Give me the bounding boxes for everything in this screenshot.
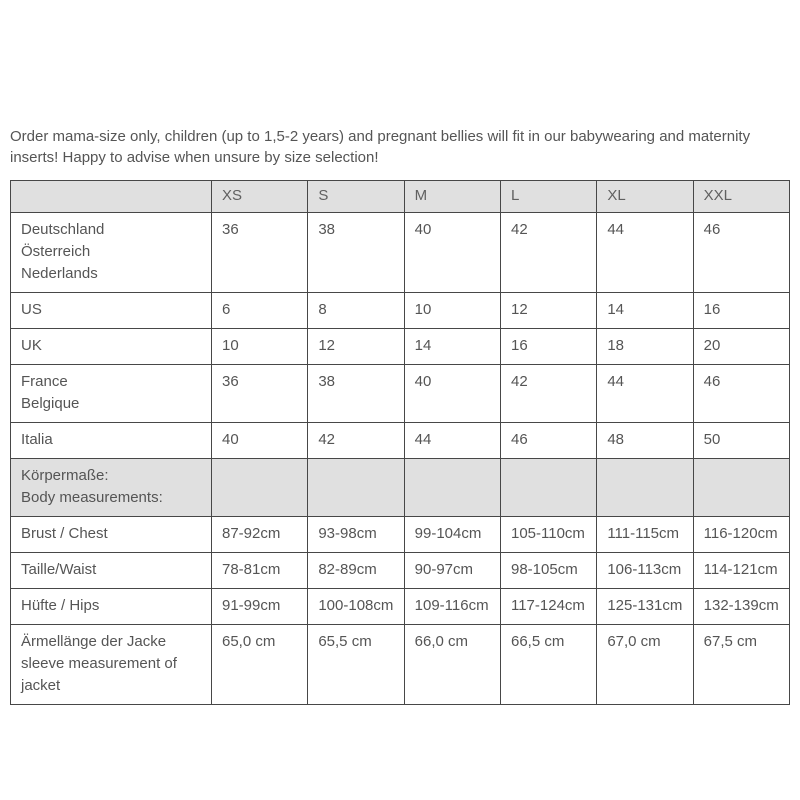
cell-value: 38 [307, 364, 405, 423]
table-row: Taille/Waist 78-81cm 82-89cm 90-97cm 98-105c… [10, 552, 791, 589]
cell-value: 42 [499, 212, 598, 293]
size-table-header-row: XS S M L XL XXL [10, 180, 791, 213]
cell-value: 114-121cm [692, 552, 791, 589]
cell-value: 18 [596, 328, 694, 365]
cell-value: 116-120cm [692, 516, 791, 553]
intro-text: Order mama-size only, children (up to 1,… [10, 128, 751, 166]
cell-value: 117-124cm [499, 588, 598, 625]
cell-value: 36 [210, 212, 309, 293]
section-row: Körpermaße: Body measurements: [10, 458, 791, 517]
table-row: France Belgique 36 38 40 42 44 46 [10, 364, 791, 423]
table-row: Ärmellänge der Jacke sleeve measurement o… [10, 624, 791, 705]
column-header: L [499, 180, 598, 213]
size-chart-table: XS S M L XL XXL Deutschland Österreich Nederlan… [10, 180, 791, 705]
cell-value: 109-116cm [403, 588, 501, 625]
cell-value: 38 [307, 212, 405, 293]
cell-value: 46 [499, 422, 598, 459]
cell-value: 44 [596, 212, 694, 293]
row-label: Hüfte / Hips [10, 588, 212, 625]
cell-value: 87-92cm [210, 516, 309, 553]
cell-value [403, 458, 501, 517]
table-row: Hüfte / Hips 91-99cm 100-108cm 109-116cm 117… [10, 588, 791, 625]
cell-value [307, 458, 405, 517]
cell-value: 90-97cm [403, 552, 501, 589]
cell-value: 14 [596, 292, 694, 329]
table-row: Deutschland Österreich Nederlands 36 38 40 42 4… [10, 212, 791, 293]
column-header: XS [210, 180, 309, 213]
column-header: XXL [692, 180, 791, 213]
row-label: UK [10, 328, 212, 365]
cell-value: 98-105cm [499, 552, 598, 589]
cell-value: 16 [499, 328, 598, 365]
table-row: Brust / Chest 87-92cm 93-98cm 99-104cm 105-1… [10, 516, 791, 553]
cell-value [499, 458, 598, 517]
cell-value: 106-113cm [596, 552, 694, 589]
cell-value: 67,0 cm [596, 624, 694, 705]
row-label: Ärmellänge der Jacke sleeve measurement o… [10, 624, 212, 705]
cell-value: 42 [307, 422, 405, 459]
column-header: XL [596, 180, 694, 213]
row-label: Taille/Waist [10, 552, 212, 589]
cell-value: 78-81cm [210, 552, 309, 589]
cell-value: 82-89cm [307, 552, 405, 589]
row-label: France Belgique [10, 364, 212, 423]
table-row: Italia 40 42 44 46 48 50 [10, 422, 791, 459]
cell-value: 65,0 cm [210, 624, 309, 705]
row-label: US [10, 292, 212, 329]
table-row: US 6 8 10 12 14 16 [10, 292, 791, 329]
cell-value: 42 [499, 364, 598, 423]
cell-value: 36 [210, 364, 309, 423]
cell-value [692, 458, 791, 517]
cell-value: 10 [210, 328, 309, 365]
cell-value: 46 [692, 212, 791, 293]
row-label: Körpermaße: Body measurements: [10, 458, 212, 517]
cell-value: 105-110cm [499, 516, 598, 553]
row-label: Italia [10, 422, 212, 459]
cell-value: 132-139cm [692, 588, 791, 625]
column-header: M [403, 180, 501, 213]
column-header: S [307, 180, 405, 213]
cell-value [596, 458, 694, 517]
column-header [10, 180, 212, 213]
cell-value: 50 [692, 422, 791, 459]
size-table-body: Deutschland Österreich Nederlands 36 38 40 42 4… [10, 212, 791, 705]
cell-value: 40 [403, 212, 501, 293]
cell-value: 40 [210, 422, 309, 459]
row-label: Brust / Chest [10, 516, 212, 553]
cell-value: 91-99cm [210, 588, 309, 625]
cell-value: 100-108cm [307, 588, 405, 625]
cell-value: 16 [692, 292, 791, 329]
cell-value: 67,5 cm [692, 624, 791, 705]
cell-value: 14 [403, 328, 501, 365]
cell-value: 93-98cm [307, 516, 405, 553]
cell-value: 44 [403, 422, 501, 459]
cell-value: 66,5 cm [499, 624, 598, 705]
cell-value: 48 [596, 422, 694, 459]
row-label: Deutschland Österreich Nederlands [10, 212, 212, 293]
cell-value: 20 [692, 328, 791, 365]
cell-value: 111-115cm [596, 516, 694, 553]
cell-value: 12 [499, 292, 598, 329]
cell-value [210, 458, 309, 517]
cell-value: 66,0 cm [403, 624, 501, 705]
cell-value: 44 [596, 364, 694, 423]
cell-value: 125-131cm [596, 588, 694, 625]
cell-value: 12 [307, 328, 405, 365]
cell-value: 8 [307, 292, 405, 329]
cell-value: 46 [692, 364, 791, 423]
cell-value: 10 [403, 292, 501, 329]
cell-value: 6 [210, 292, 309, 329]
cell-value: 99-104cm [403, 516, 501, 553]
cell-value: 40 [403, 364, 501, 423]
cell-value: 65,5 cm [307, 624, 405, 705]
table-row: UK 10 12 14 16 18 20 [10, 328, 791, 365]
